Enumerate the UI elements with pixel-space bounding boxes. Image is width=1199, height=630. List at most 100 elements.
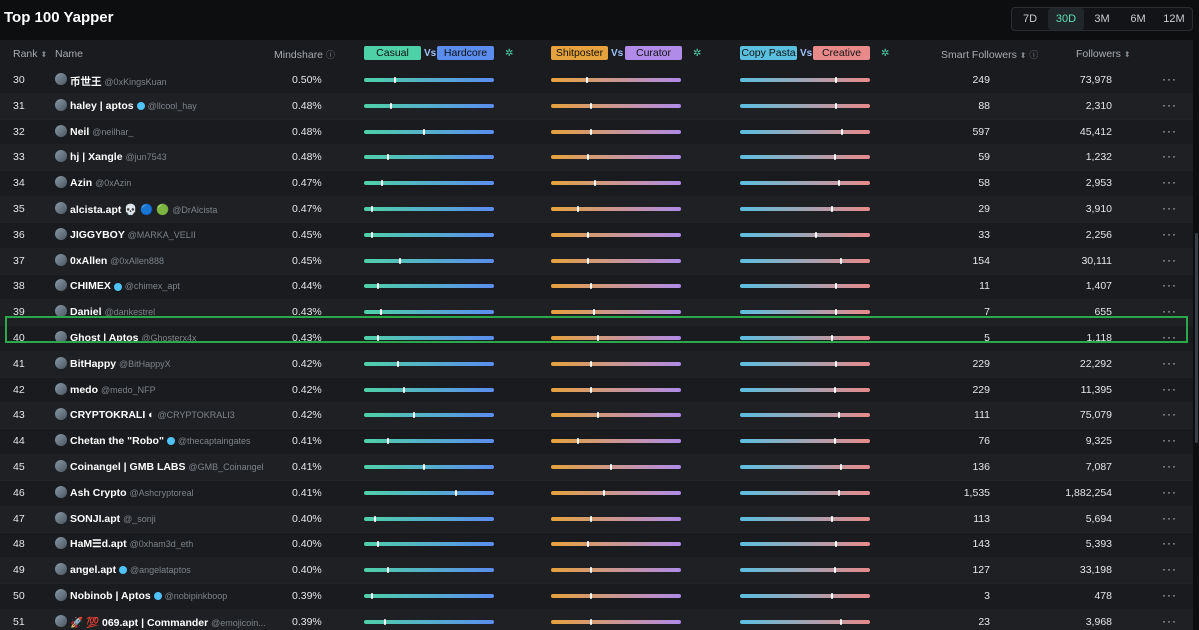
more-options-icon[interactable]: ··· xyxy=(1162,613,1177,628)
user-name[interactable]: 0xAllen @0xAllen888 xyxy=(70,255,164,267)
user-name[interactable]: CRYPTOKRALI ◐ @CRYPTOKRALI3 xyxy=(70,409,235,421)
table-row[interactable]: 42 medo @medo_NFP 0.42% 229 11,395 ··· xyxy=(0,377,1193,404)
avatar[interactable] xyxy=(55,176,67,189)
more-options-icon[interactable]: ··· xyxy=(1162,226,1177,241)
user-name[interactable]: Ash Crypto @Ashcryptoreal xyxy=(70,487,194,499)
table-row[interactable]: 30 币世王 @0xKingsKuan 0.50% 249 73,978 ··· xyxy=(0,67,1193,94)
avatar[interactable] xyxy=(55,253,67,266)
range-6m[interactable]: 6M xyxy=(1130,13,1146,25)
table-row[interactable]: 39 Daniel @dankestrel 0.43% 7 655 ··· xyxy=(0,299,1193,327)
user-name[interactable]: hj | Xangle @jun7543 xyxy=(70,151,167,163)
table-row[interactable]: 49 angel.apt @angelataptos 0.40% 127 33,198 ·… xyxy=(0,557,1193,585)
table-row[interactable]: 44 Chetan the "Robo" @thecaptaingates 0.41… xyxy=(0,428,1193,456)
user-name[interactable]: Neil @neilhar_ xyxy=(70,126,133,138)
user-name[interactable]: haley | aptos @llcool_hay xyxy=(70,100,197,112)
user-name[interactable]: 🚀 💯 069.apt | Commander @emojicoin... xyxy=(70,616,266,629)
table-row[interactable]: 33 hj | Xangle @jun7543 0.48% 59 1,232 ··· xyxy=(0,144,1193,172)
table-row[interactable]: 47 SONJI.apt @_sonji 0.40% 113 5,694 ··· xyxy=(0,505,1193,533)
settings-icon[interactable]: ✲ xyxy=(881,48,890,59)
user-name[interactable]: Daniel @dankestrel xyxy=(70,306,155,318)
table-row[interactable]: 41 BitHappy @BitHappyX 0.42% 229 22,292 ··· xyxy=(0,350,1193,378)
user-name[interactable]: alcista.apt 💀 🔵 🟢 @DrAlcista xyxy=(70,203,217,216)
user-name[interactable]: angel.apt @angelataptos xyxy=(70,564,191,576)
user-name[interactable]: CHIMEX @chimex_apt xyxy=(70,280,180,292)
avatar[interactable] xyxy=(55,408,67,421)
table-row[interactable]: 38 CHIMEX @chimex_apt 0.44% 11 1,407 ··· xyxy=(0,273,1193,301)
more-options-icon[interactable]: ··· xyxy=(1162,72,1177,86)
more-options-icon[interactable]: ··· xyxy=(1162,123,1177,138)
more-options-icon[interactable]: ··· xyxy=(1162,278,1177,293)
user-name[interactable]: SONJI.apt @_sonji xyxy=(70,513,156,525)
avatar[interactable] xyxy=(55,563,67,576)
more-options-icon[interactable]: ··· xyxy=(1162,97,1177,112)
more-options-icon[interactable]: ··· xyxy=(1162,484,1177,499)
avatar[interactable] xyxy=(55,460,67,472)
settings-icon[interactable]: ✲ xyxy=(693,48,702,59)
table-row[interactable]: 43 CRYPTOKRALI ◐ @CRYPTOKRALI3 0.42% 111 75,… xyxy=(0,402,1193,430)
avatar[interactable] xyxy=(55,150,67,163)
avatar[interactable] xyxy=(55,305,67,318)
table-row[interactable]: 32 Neil @neilhar_ 0.48% 597 45,412 ··· xyxy=(0,119,1193,146)
more-options-icon[interactable]: ··· xyxy=(1162,433,1177,448)
avatar[interactable] xyxy=(55,124,67,137)
avatar[interactable] xyxy=(55,227,67,240)
more-options-icon[interactable]: ··· xyxy=(1162,588,1177,602)
range-3m[interactable]: 3M xyxy=(1094,13,1110,25)
more-options-icon[interactable]: ··· xyxy=(1162,330,1177,344)
avatar[interactable] xyxy=(55,485,67,498)
table-row[interactable]: 45 Coinangel | GMB LABS @GMB_Coinangel 0.4… xyxy=(0,454,1193,481)
smart-followers-header[interactable]: Smart Followers ⬍ ⓘ xyxy=(941,49,1039,61)
table-row[interactable]: 35 alcista.apt 💀 🔵 🟢 @DrAlcista 0.47% 29 3,9… xyxy=(0,196,1193,223)
more-options-icon[interactable]: ··· xyxy=(1162,201,1177,215)
avatar[interactable] xyxy=(55,98,67,111)
range-12m[interactable]: 12M xyxy=(1163,13,1185,25)
table-row[interactable]: 51 🚀 💯 069.apt | Commander @emojicoin... 0… xyxy=(0,608,1193,630)
followers-header[interactable]: Followers ⬍ xyxy=(1076,48,1131,60)
settings-icon[interactable]: ✲ xyxy=(505,48,514,59)
table-row[interactable]: 37 0xAllen @0xAllen888 0.45% 154 30,111 ··· xyxy=(0,247,1193,275)
rank-header[interactable]: Rank ⬍ xyxy=(13,48,48,60)
user-name[interactable]: Nobinob | Aptos @nobipinkboop xyxy=(70,590,227,602)
more-options-icon[interactable]: ··· xyxy=(1162,252,1177,267)
table-row[interactable]: 34 Azin @0xAzin 0.47% 58 2,953 ··· xyxy=(0,170,1193,198)
table-row[interactable]: 48 HaM☰d.apt @0xham3d_eth 0.40% 143 5,393 ··· xyxy=(0,531,1193,559)
user-name[interactable]: Coinangel | GMB LABS @GMB_Coinangel xyxy=(70,461,264,473)
avatar[interactable] xyxy=(55,73,67,85)
more-options-icon[interactable]: ··· xyxy=(1162,562,1177,577)
avatar[interactable] xyxy=(55,614,67,627)
mindshare-header[interactable]: Mindshare ⓘ xyxy=(274,49,335,61)
avatar[interactable] xyxy=(55,356,67,369)
scrollbar[interactable] xyxy=(1193,68,1199,630)
more-options-icon[interactable]: ··· xyxy=(1162,510,1177,525)
table-row[interactable]: 36 JIGGYBOY @MARKA_VELII 0.45% 33 2,256 ··· xyxy=(0,222,1193,249)
user-name[interactable]: Chetan the "Robo" @thecaptaingates xyxy=(70,435,251,447)
avatar[interactable] xyxy=(55,202,67,214)
scrollbar-thumb[interactable] xyxy=(1195,233,1198,443)
more-options-icon[interactable]: ··· xyxy=(1162,407,1177,422)
avatar[interactable] xyxy=(55,537,67,550)
user-name[interactable]: HaM☰d.apt @0xham3d_eth xyxy=(70,538,193,550)
more-options-icon[interactable]: ··· xyxy=(1162,175,1177,190)
more-options-icon[interactable]: ··· xyxy=(1162,381,1177,396)
more-options-icon[interactable]: ··· xyxy=(1162,459,1177,473)
avatar[interactable] xyxy=(55,434,67,447)
avatar[interactable] xyxy=(55,331,67,343)
range-30d[interactable]: 30D xyxy=(1048,8,1084,30)
table-row[interactable]: 50 Nobinob | Aptos @nobipinkboop 0.39% 3 478… xyxy=(0,583,1193,610)
user-name[interactable]: 币世王 @0xKingsKuan xyxy=(70,74,167,89)
user-name[interactable]: JIGGYBOY @MARKA_VELII xyxy=(70,229,196,241)
more-options-icon[interactable]: ··· xyxy=(1162,304,1177,319)
user-name[interactable]: Azin @0xAzin xyxy=(70,177,131,189)
more-options-icon[interactable]: ··· xyxy=(1162,536,1177,551)
user-name[interactable]: BitHappy @BitHappyX xyxy=(70,358,171,370)
more-options-icon[interactable]: ··· xyxy=(1162,355,1177,370)
table-row[interactable]: 46 Ash Crypto @Ashcryptoreal 0.41% 1,535 1,8… xyxy=(0,480,1193,507)
avatar[interactable] xyxy=(55,382,67,395)
avatar[interactable] xyxy=(55,279,67,292)
user-name[interactable]: medo @medo_NFP xyxy=(70,384,156,396)
avatar[interactable] xyxy=(55,511,67,524)
avatar[interactable] xyxy=(55,589,67,601)
range-7d[interactable]: 7D xyxy=(1022,13,1038,25)
more-options-icon[interactable]: ··· xyxy=(1162,149,1177,164)
table-row[interactable]: 31 haley | aptos @llcool_hay 0.48% 88 2,310 ·… xyxy=(0,92,1193,120)
